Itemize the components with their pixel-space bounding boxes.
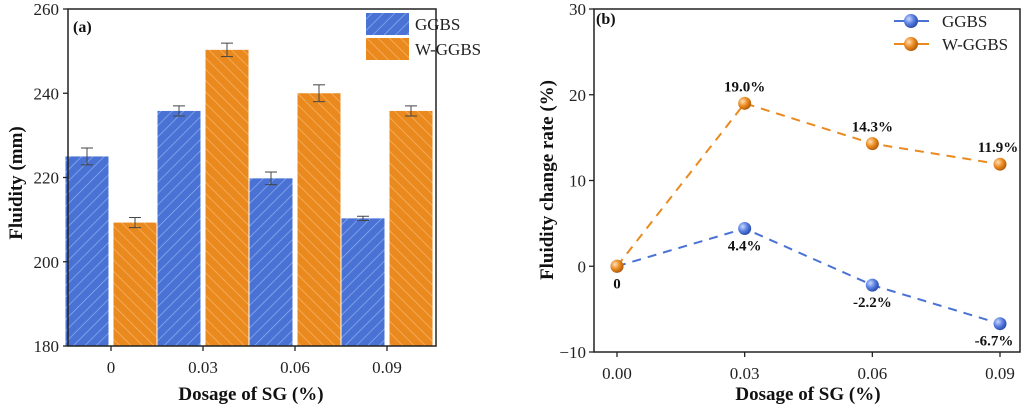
data-label: 11.9% xyxy=(978,140,1018,156)
y-tick-label: 240 xyxy=(34,84,60,103)
data-label: -6.7% xyxy=(975,334,1014,350)
y-tick-label: 200 xyxy=(34,253,60,272)
bar-w-ggbs-0 xyxy=(113,222,157,346)
legend-swatch-ggbs xyxy=(366,13,409,35)
legend-label-ggbs: GGBS xyxy=(415,15,460,34)
y-tick-label: 10 xyxy=(569,172,586,191)
bar-ggbs-0 xyxy=(65,156,109,346)
x-tick-label: 0.06 xyxy=(857,364,887,383)
legend-marker-ggbs xyxy=(904,14,918,28)
bar-w-ggbs-0.06 xyxy=(297,93,341,346)
y-tick-label: −10 xyxy=(559,343,586,362)
point-w-ggbs-0.06 xyxy=(865,137,879,151)
line-marks: 4.4% -2.2% -6.7% 0 19.0% 14.3% 11.9% xyxy=(610,79,1018,350)
x-tick-label: 0.00 xyxy=(602,364,632,383)
legend-label-ggbs: GGBS xyxy=(942,12,987,31)
point-w-ggbs-0.03 xyxy=(738,96,752,110)
x-tick-label: 0.03 xyxy=(730,364,760,383)
bar-w-ggbs-0.03 xyxy=(205,49,249,347)
axes: 0 0.03 0.06 0.09 180 200 220 240 260 xyxy=(34,0,437,377)
x-tick-label: 0.09 xyxy=(985,364,1015,383)
x-axis-title: Dosage of SG (%) xyxy=(178,384,323,405)
y-axis-title: Fluidity (mm) xyxy=(6,126,27,239)
y-tick-label: 260 xyxy=(34,0,60,19)
x-tick-label: 0.03 xyxy=(188,358,218,377)
point-w-ggbs-0.00 xyxy=(610,259,624,273)
legend: GGBS W-GGBS xyxy=(894,12,1008,54)
data-label: 19.0% xyxy=(724,79,765,95)
series-line-ggbs xyxy=(616,227,1001,325)
point-ggbs-0.03 xyxy=(738,222,752,236)
axes-frame xyxy=(593,8,1021,353)
legend-label-wggbs: W-GGBS xyxy=(942,35,1008,54)
x-tick-label: 0.06 xyxy=(280,358,310,377)
x-tick-label: 0 xyxy=(107,358,116,377)
y-tick-label: 220 xyxy=(34,169,60,188)
point-ggbs-0.09 xyxy=(993,317,1007,331)
legend: GGBS W-GGBS xyxy=(366,13,481,60)
y-axis-title: Fluidity change rate (%) xyxy=(537,80,558,280)
bar-ggbs-0.03 xyxy=(157,110,201,346)
y-tick-label: 20 xyxy=(569,86,586,105)
legend-label-wggbs: W-GGBS xyxy=(415,40,481,59)
point-ggbs-0.06 xyxy=(865,278,879,292)
panel-label: (b) xyxy=(596,11,616,28)
y-tick-label: 180 xyxy=(34,337,60,356)
legend-swatch-wggbs xyxy=(366,38,409,60)
axes: −10 0 10 20 30 0.00 0.03 0.06 0.09 xyxy=(559,0,1021,383)
bar-ggbs-0.09 xyxy=(341,218,385,346)
series-line-w-ggbs xyxy=(616,102,1001,267)
x-axis-title: Dosage of SG (%) xyxy=(735,384,880,405)
x-tick-label: 0.09 xyxy=(372,358,402,377)
point-w-ggbs-0.09 xyxy=(993,157,1007,171)
bar-ggbs-0.06 xyxy=(249,178,293,346)
bar-w-ggbs-0.09 xyxy=(389,110,433,346)
bar-chart-panel: 0 0.03 0.06 0.09 180 200 220 240 260 (a) Dosage … xyxy=(6,0,481,405)
data-label: 4.4% xyxy=(728,239,762,255)
bar-marks xyxy=(65,42,433,347)
data-label: 0 xyxy=(613,276,621,292)
y-tick-label: 30 xyxy=(569,0,586,19)
data-label: -2.2% xyxy=(853,295,892,311)
y-tick-label: 0 xyxy=(578,257,587,276)
data-label: 14.3% xyxy=(852,120,893,136)
legend-marker-wggbs xyxy=(904,37,918,51)
line-chart-panel: 4.4% -2.2% -6.7% 0 19.0% 14.3% 11.9% −10 0 10 20 3… xyxy=(537,0,1021,405)
panel-label: (a) xyxy=(73,19,92,36)
